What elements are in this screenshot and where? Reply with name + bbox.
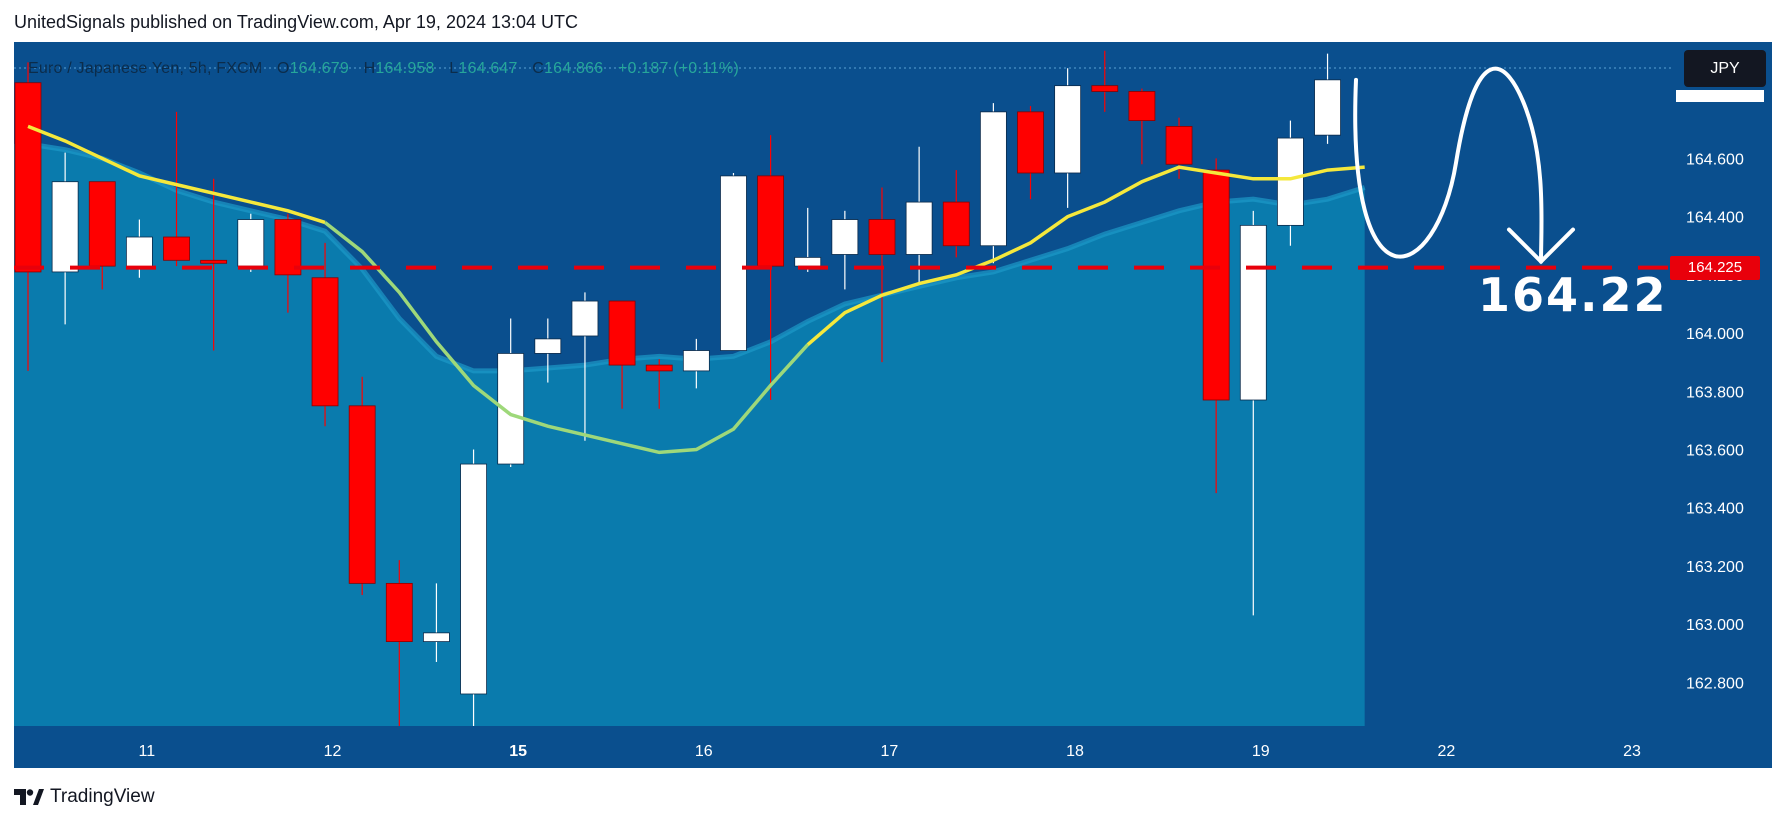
candle-body [942,201,970,247]
target-price-tag: 164.225 [1670,255,1760,280]
candle-body [237,219,265,267]
tradingview-footer[interactable]: TradingView [14,786,155,808]
high-value: 164.958 [375,60,435,77]
footer-brand: TradingView [50,786,155,807]
x-tick-label: 19 [1252,743,1270,760]
y-tick-label: 163.400 [1686,501,1744,518]
y-tick-label: 164.400 [1686,210,1744,227]
y-tick-label: 162.800 [1686,675,1744,692]
x-axis-band [14,726,1772,768]
low-label: L [449,60,459,77]
candle-body [311,277,339,407]
x-tick-label: 23 [1623,743,1641,760]
candle-body [460,463,487,695]
fast-ma-line [27,124,326,225]
candle-body [163,236,190,261]
candle-body [1239,224,1267,401]
x-tick-label: 16 [695,743,713,760]
candle-body [1054,85,1082,174]
slow-ma-line [323,221,810,455]
ohlc-legend: Euro / Japanese Yen, 5h, FXCM O164.679 H… [28,60,739,78]
x-tick-label: 22 [1437,743,1455,760]
candle-body [794,256,822,267]
y-tick-label: 163.200 [1686,559,1744,576]
candle-body [88,181,116,267]
candle-body [720,175,747,351]
candle-body [905,201,933,255]
candle-body [51,181,79,273]
publish-attribution: UnitedSignals published on TradingView.c… [14,12,579,32]
candle-body [200,259,228,264]
x-tick-label: 15 [509,743,527,760]
x-tick-label: 17 [881,743,899,760]
candle-body [831,219,859,255]
candle-body [423,632,450,642]
candle-body [534,338,562,354]
candle-body [14,82,42,273]
candle-body [1277,137,1304,226]
x-tick-label: 18 [1066,743,1084,760]
candle-body [1091,85,1119,92]
last-price-marker [1676,90,1764,102]
candle-body [348,405,376,584]
y-tick-label: 163.800 [1686,384,1744,401]
low-value: 164.647 [458,60,518,77]
projection-path [1353,66,1544,264]
candle-body [1202,169,1230,401]
x-tick-label: 12 [324,743,342,760]
y-axis-panel [1672,42,1772,726]
tradingview-logo-icon [14,789,44,805]
y-tick-label: 164.000 [1686,326,1744,343]
x-tick-label: 11 [139,743,156,760]
candle-body [757,175,784,267]
candle-body [868,219,896,255]
close-value: 164.866 [544,60,604,77]
close-label: C [532,60,545,77]
candle-body [1017,111,1044,174]
target-annotation: 164.22 [1478,268,1668,322]
open-value: 164.679 [289,60,349,77]
candle-body [682,350,710,372]
change-value: +0.187 (+0.11%) [617,60,739,77]
candle-body [1165,126,1193,165]
currency-button[interactable]: JPY [1684,50,1766,87]
candle-body [1314,79,1341,136]
symbol-name: Euro / Japanese Yen, 5h, FXCM [28,60,263,77]
candle-body [1128,91,1156,121]
candle-body [385,582,413,642]
projection-arrowhead [1507,227,1575,265]
y-tick-label: 164.600 [1686,151,1744,168]
fast-ma-line [806,165,1365,347]
candle-body [125,236,153,270]
y-tick-label: 163.000 [1686,617,1744,634]
high-label: H [363,60,376,77]
candle-body [608,300,636,366]
y-tick-label: 163.600 [1686,442,1744,459]
open-label: O [277,60,290,77]
candle-body [979,111,1007,247]
candle-body [571,300,599,337]
candle-body [645,364,673,372]
